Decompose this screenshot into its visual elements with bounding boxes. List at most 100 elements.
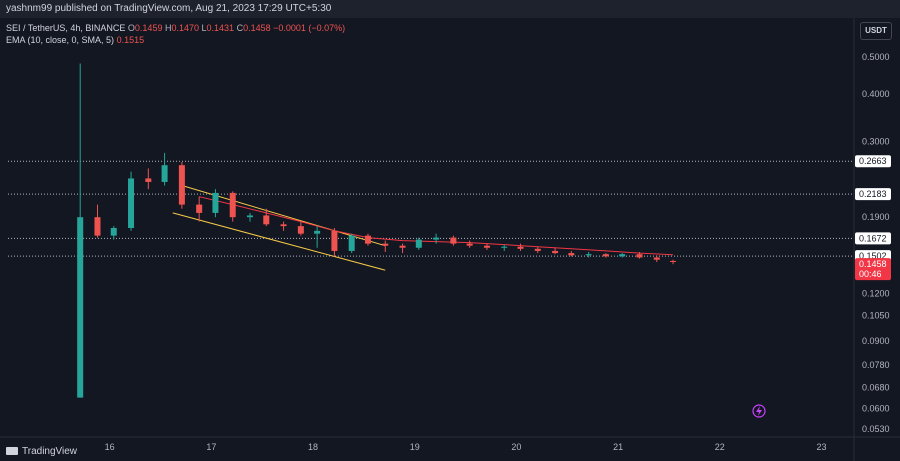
candle-body [399,245,406,248]
candle-body [433,237,440,240]
x-tick-label: 17 [206,442,216,452]
x-tick-label: 18 [308,442,318,452]
candle-body [552,250,559,254]
candle-body [585,254,592,256]
legend-ohlc-row: SEI / TetherUS, 4h, BINANCE O0.1459 H0.1… [6,22,345,34]
candle-body [263,215,270,225]
candle-body [280,224,287,227]
candle-body [382,243,389,246]
open-value: 0.1459 [134,23,163,33]
candle-down [534,246,541,254]
candle-down [280,221,287,231]
close-label: C [236,23,244,33]
candle-up [161,152,168,186]
last-price-value: 0.1458 [859,259,887,269]
high-value: 0.1470 [171,23,199,33]
candle-down [517,243,524,251]
candle-body [517,246,524,249]
candle-up [247,212,254,222]
candle-body [348,235,355,251]
published-text: yashnm99 published on TradingView.com, A… [6,3,332,14]
candle-down [399,243,406,254]
candle-down [145,168,152,190]
candle-body [415,239,422,248]
footer-brand-text: TradingView [22,446,78,457]
candle-body [145,178,152,182]
level-label-box [855,155,891,168]
candle-down [568,250,575,257]
quote-currency-button[interactable]: USDT [860,22,892,40]
y-tick-label: 0.4000 [862,89,890,99]
candle-body [77,217,84,398]
x-axis[interactable]: 16 17 18 19 20 21 22 23 [105,442,827,452]
candle-up [501,244,508,251]
y-tick-label: 0.1900 [862,212,890,222]
level-label-text: 0.2663 [859,156,887,166]
y-tick-label: 0.0530 [862,424,890,434]
candle-body [534,248,541,251]
level-label-text: 0.1502 [859,251,887,261]
candle-body [161,165,168,182]
candle-body [602,254,609,257]
y-tick-label: 0.0900 [862,336,890,346]
low-value: 0.1431 [206,23,235,33]
candle-down [263,208,270,227]
candle-down [670,259,677,265]
candle-down [297,221,304,236]
candle-body [297,226,304,234]
y-tick-label: 0.0680 [862,383,890,393]
candle-body [178,165,185,205]
footer-brand[interactable]: TradingView [6,446,77,457]
open-label: O [127,23,135,33]
last-price-box [855,258,891,281]
candle-body [110,228,117,236]
level-label-box [855,232,891,245]
candle-down [196,196,203,222]
x-tick-label: 19 [410,442,420,452]
y-tick-label: 0.5000 [862,52,890,62]
close-value: 0.1458 [243,23,271,33]
flash-icon[interactable] [752,404,766,418]
candle-down [636,252,643,259]
candle-body [314,230,321,234]
level-price-label: 0.2663 [855,155,891,168]
candle-up [415,237,422,250]
candle-down [602,253,609,258]
candle-body [364,235,371,244]
y-axis[interactable]: 0.5000 0.4000 0.3000 0.1900 0.1200 0.1050 0.09… [862,52,890,434]
ema-label[interactable]: EMA (10, close, 0, SMA, 5) [6,35,115,45]
candle-body [450,237,457,244]
candle-down [331,228,338,257]
candles [77,63,677,398]
x-tick-label: 16 [105,442,115,452]
high-label: H [164,23,172,33]
y-tick-label: 0.0600 [862,403,890,413]
candle-down [364,233,371,246]
publish-bar: yashnm99 published on TradingView.com, A… [0,0,900,18]
candle-body [483,245,490,248]
candle-down [552,247,559,255]
candle-down [178,162,185,209]
candle-body [247,215,254,218]
candle-up [314,226,321,248]
candle-body [212,192,219,213]
candle-body [128,178,135,229]
candle-down [466,240,473,248]
candle-down [653,255,660,262]
y-tick-label: 0.0780 [862,360,890,370]
channel-line [172,212,386,271]
level-price-label: 0.1672 [855,232,891,245]
y-tick-label: 0.3000 [862,136,890,146]
level-label-text: 0.1672 [859,233,887,243]
x-tick-label: 22 [715,442,725,452]
symbol-label[interactable]: SEI / TetherUS, 4h, BINANCE [6,23,126,33]
low-label: L [201,23,207,33]
ema-value: 0.1515 [116,35,145,45]
candle-up [619,253,626,258]
candle-body [501,246,508,248]
candle-up [212,189,219,218]
candle-up [128,171,135,231]
level-price-label: 0.2183 [855,188,891,201]
